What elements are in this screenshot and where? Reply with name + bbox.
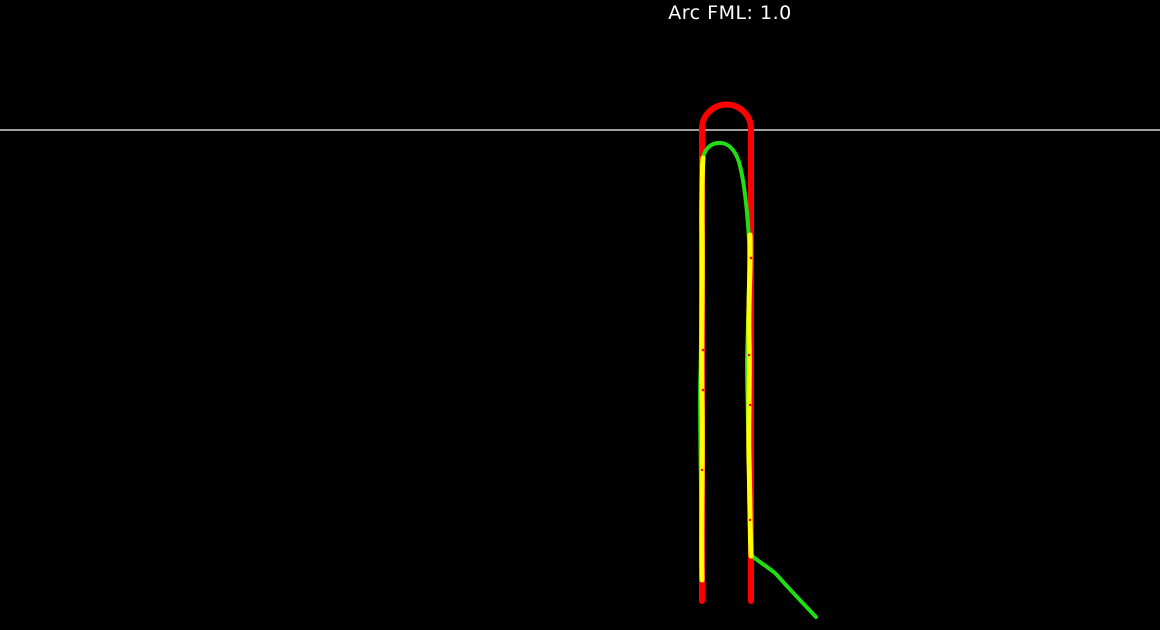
predicted-arc-left (699, 155, 706, 583)
ground-truth-arc (699, 101, 754, 604)
arc-fml-label: Arc FML: 1.0 (668, 2, 792, 24)
overlap-specks (700, 256, 753, 522)
predicted-arc-right (746, 232, 754, 559)
traced-path (700, 140, 818, 619)
